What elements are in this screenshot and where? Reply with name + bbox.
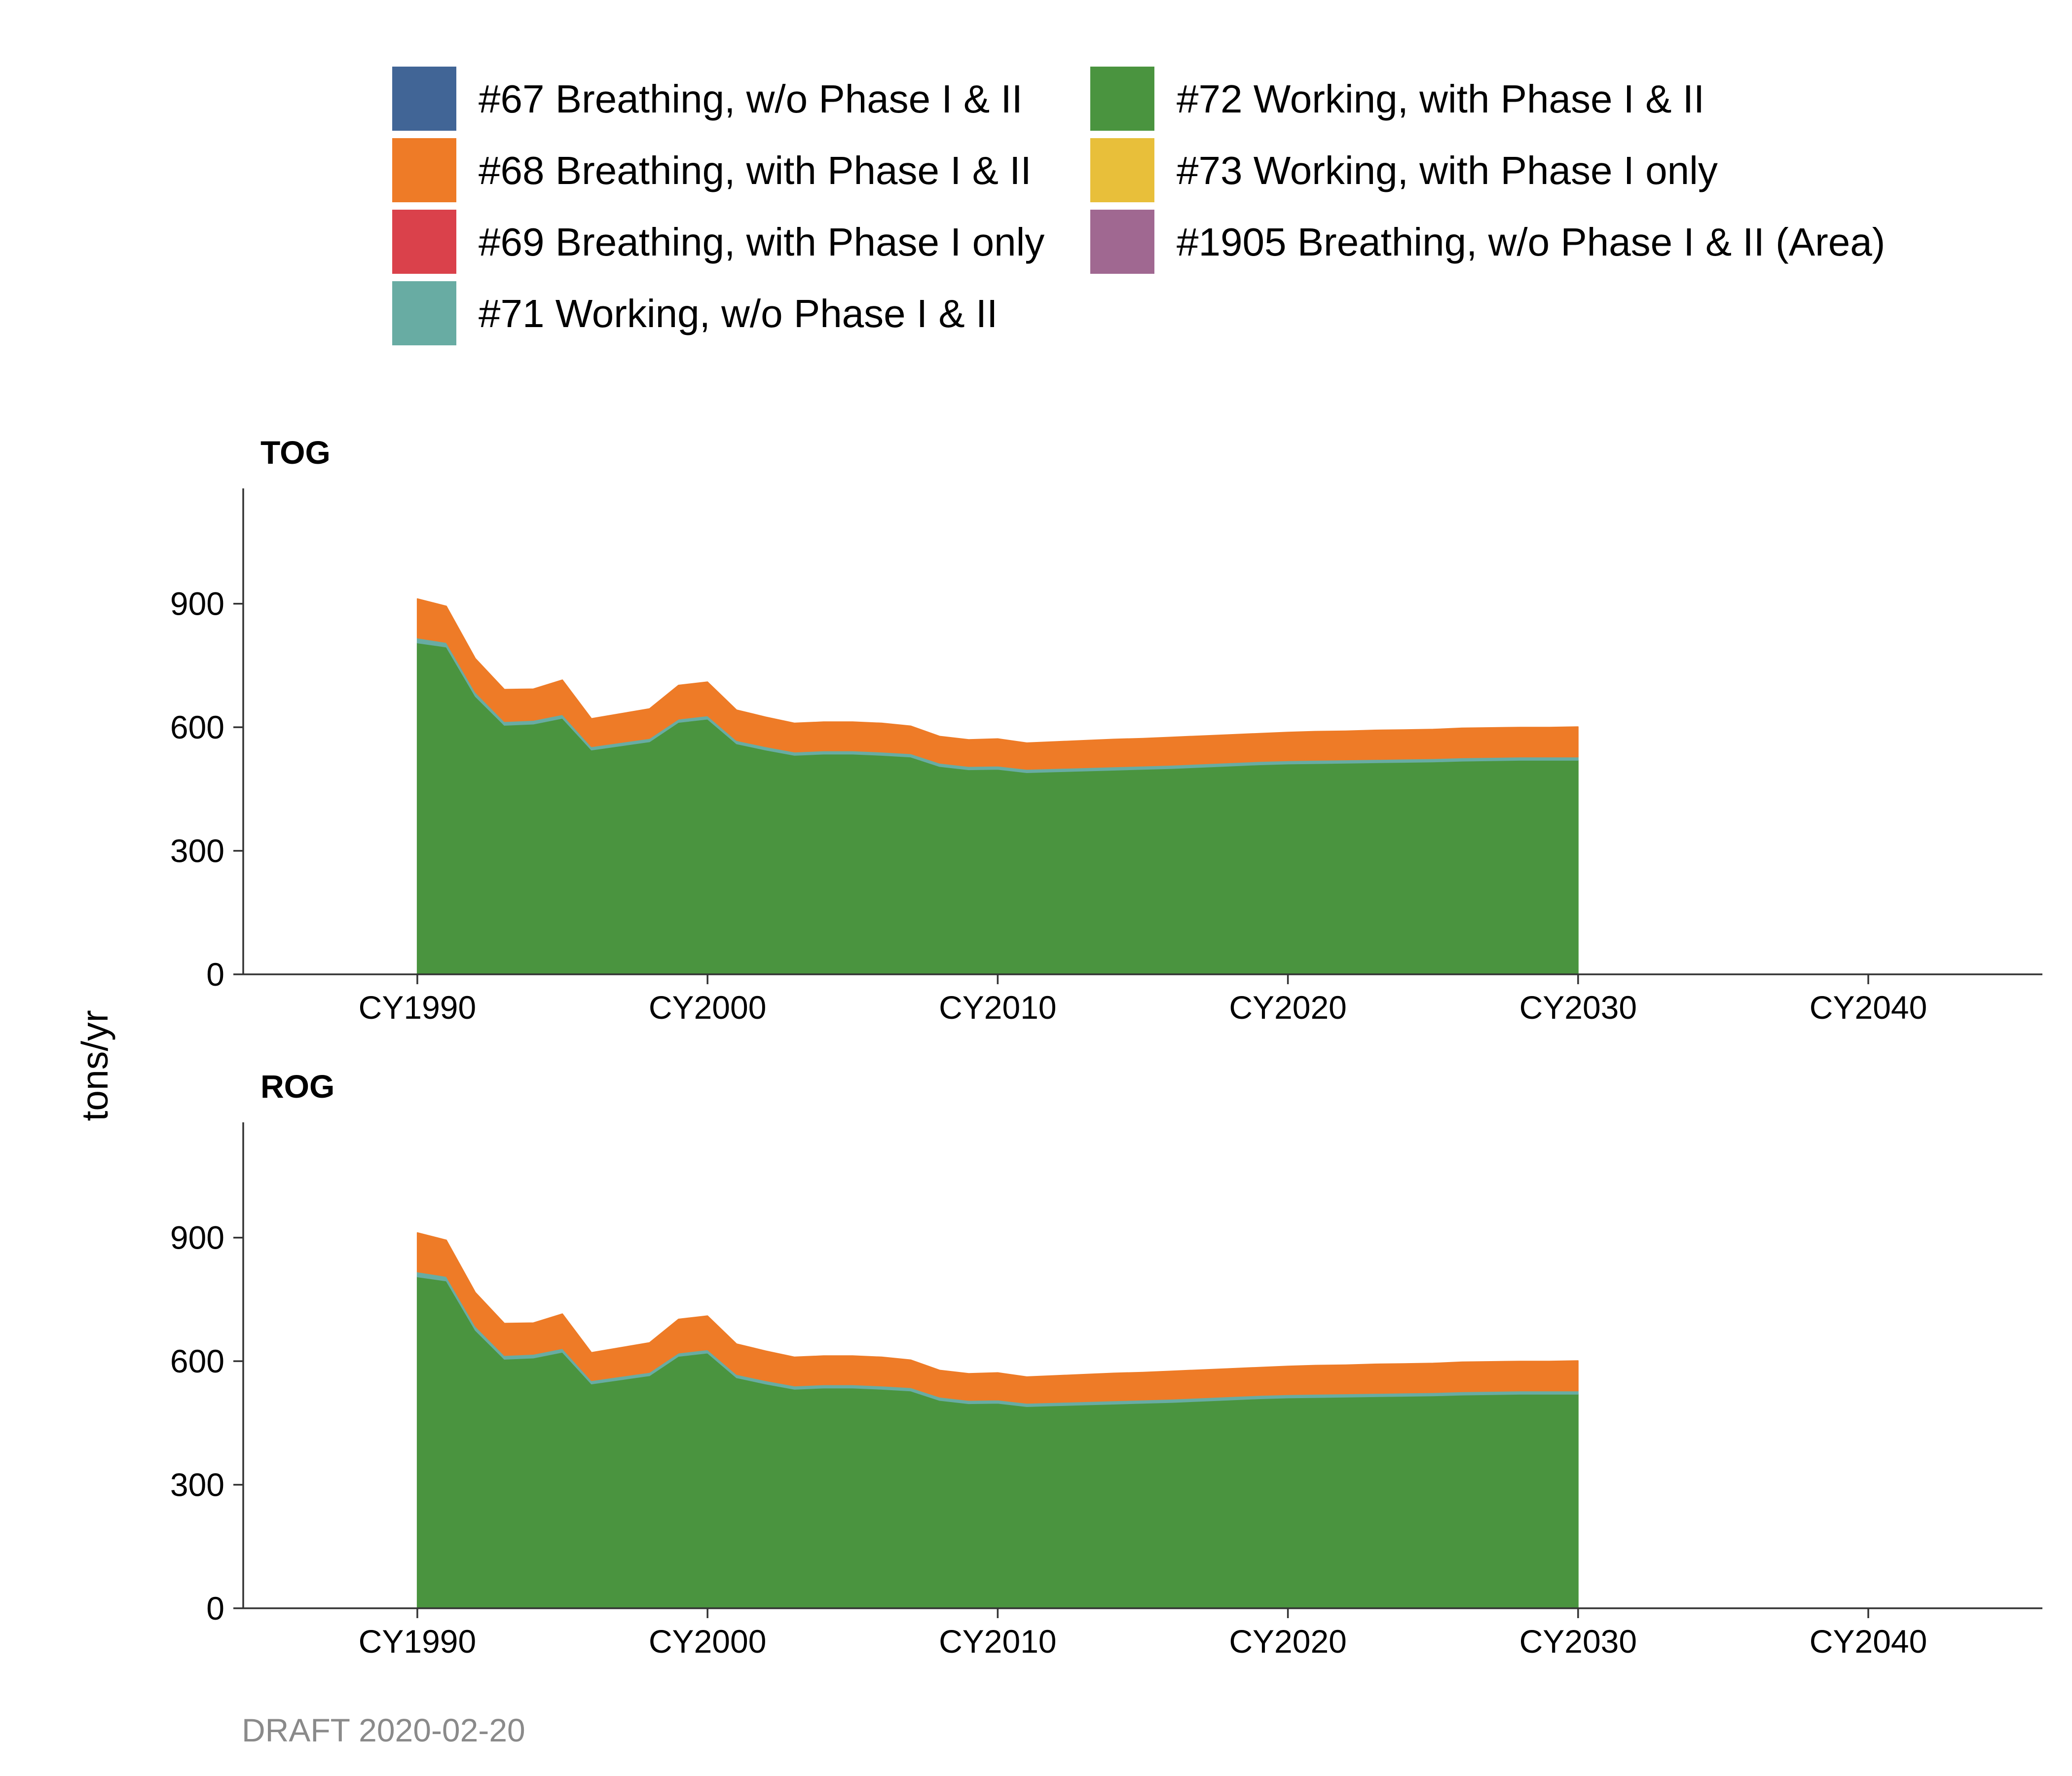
x-tick-label: CY2040 (1810, 1623, 1927, 1660)
x-tick-label: CY2030 (1519, 1623, 1637, 1660)
x-tick-label: CY2000 (649, 989, 767, 1026)
legend-item: #72 Working, with Phase I & II (1090, 67, 1704, 131)
legend-item: #67 Breathing, w/o Phase I & II (392, 67, 1023, 131)
legend-label: #73 Working, with Phase I only (1177, 148, 1718, 192)
legend-label: #1905 Breathing, w/o Phase I & II (Area) (1177, 220, 1885, 264)
y-axis-label: tons/yr (74, 1010, 115, 1121)
legend-label: #71 Working, w/o Phase I & II (479, 292, 998, 335)
panel-rog: ROG 0 300 600 900 CY1990 CY2000 CY2010 CY2020 CY2… (170, 1068, 2042, 1660)
x-tick-label: CY2020 (1229, 989, 1347, 1026)
y-tick-label: 900 (170, 586, 224, 622)
legend-swatch (1090, 138, 1154, 202)
legend-item: #1905 Breathing, w/o Phase I & II (Area) (1090, 210, 1885, 274)
draft-caption: DRAFT 2020-02-20 (242, 1712, 525, 1748)
x-tick-label: CY2020 (1229, 1623, 1347, 1660)
legend: #67 Breathing, w/o Phase I & II #68 Breat… (392, 67, 1885, 345)
y-tick-label: 600 (170, 1343, 224, 1379)
area-series-2 (416, 598, 1579, 770)
legend-swatch (392, 281, 456, 345)
area-series-2 (416, 1232, 1579, 1404)
panel-title: TOG (260, 434, 331, 471)
legend-swatch (392, 138, 456, 202)
y-tick-label: 600 (170, 709, 224, 745)
panel-tog: TOG 0 300 600 900 CY1990 CY2000 CY2010 CY2020 CY2… (170, 434, 2042, 1026)
x-tick-label: CY2030 (1519, 989, 1637, 1026)
y-tick-label: 900 (170, 1220, 224, 1256)
legend-item: #73 Working, with Phase I only (1090, 138, 1718, 202)
legend-swatch (392, 210, 456, 274)
legend-swatch (1090, 210, 1154, 274)
y-tick-label: 300 (170, 1467, 224, 1503)
x-tick-label: CY2010 (939, 1623, 1057, 1660)
legend-label: #72 Working, with Phase I & II (1177, 77, 1704, 121)
x-tick-label: CY1990 (359, 989, 477, 1026)
legend-label: #68 Breathing, with Phase I & II (479, 148, 1032, 192)
x-tick-label: CY2000 (649, 1623, 767, 1660)
y-tick-label: 0 (206, 956, 224, 993)
legend-label: #69 Breathing, with Phase I only (479, 220, 1044, 264)
legend-item: #68 Breathing, with Phase I & II (392, 138, 1032, 202)
area-series-0 (416, 1276, 1579, 1609)
x-tick-label: CY1990 (359, 1623, 477, 1660)
panel-title: ROG (260, 1068, 334, 1105)
legend-swatch (1090, 67, 1154, 131)
x-tick-label: CY2040 (1810, 989, 1927, 1026)
y-tick-label: 0 (206, 1590, 224, 1627)
y-tick-label: 300 (170, 833, 224, 869)
legend-swatch (392, 67, 456, 131)
area-series-0 (416, 642, 1579, 975)
legend-label: #67 Breathing, w/o Phase I & II (479, 77, 1023, 121)
chart-panels: TOG 0 300 600 900 CY1990 CY2000 CY2010 CY2020 CY2… (170, 434, 2042, 1660)
legend-item: #71 Working, w/o Phase I & II (392, 281, 998, 345)
x-tick-label: CY2010 (939, 989, 1057, 1026)
legend-item: #69 Breathing, with Phase I only (392, 210, 1044, 274)
